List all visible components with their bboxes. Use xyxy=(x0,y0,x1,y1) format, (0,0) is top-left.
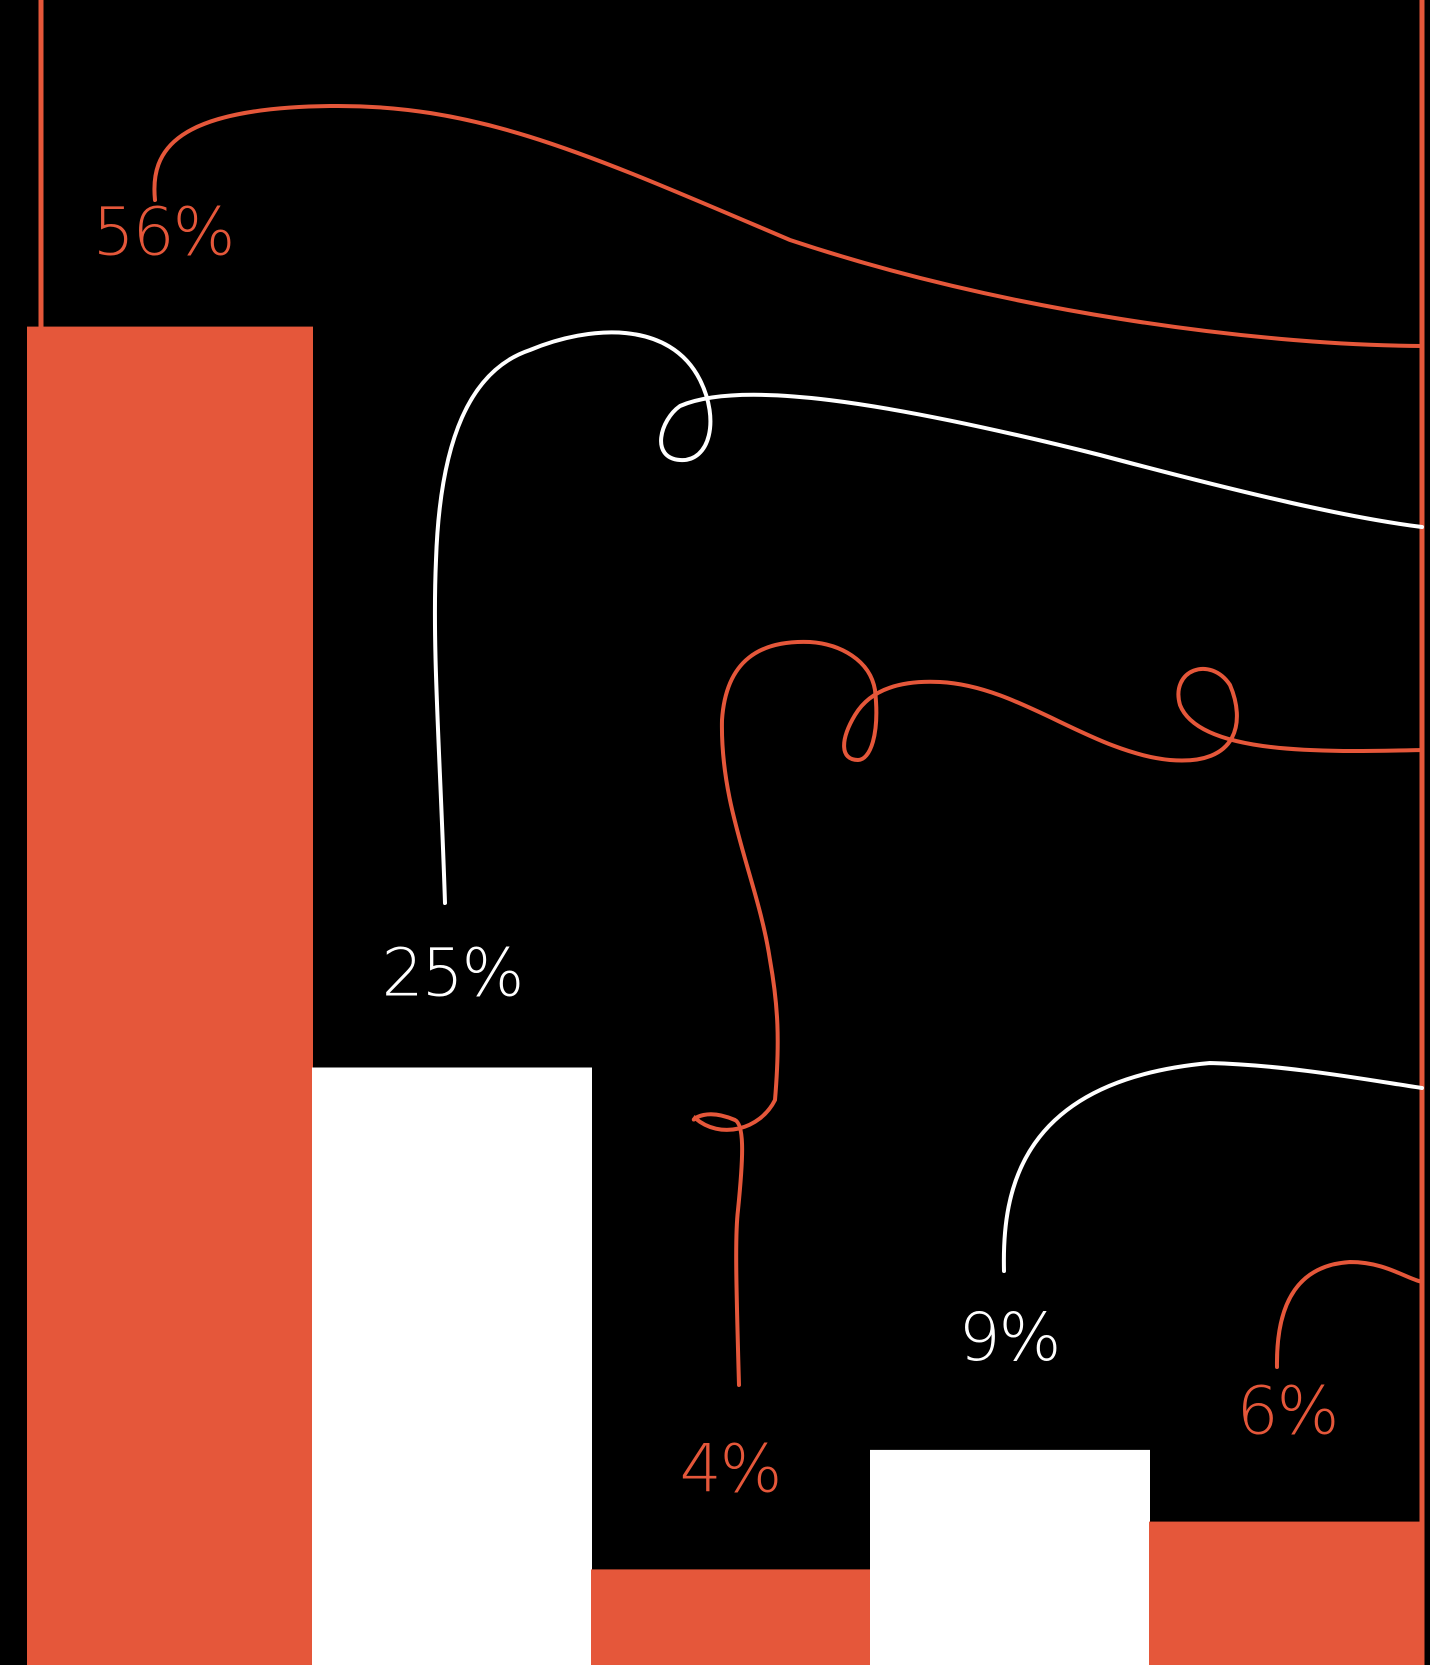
bar-value-label-3: 4% xyxy=(680,1430,781,1507)
bar-1 xyxy=(27,326,313,1665)
connector-string-3 xyxy=(691,639,1424,1387)
bar-4 xyxy=(870,1449,1150,1665)
bars-layer xyxy=(27,326,1420,1665)
connector-string-2 xyxy=(432,330,1424,905)
bar-value-label-2: 25% xyxy=(382,935,523,1012)
bar-3 xyxy=(591,1569,871,1665)
bar-2 xyxy=(312,1067,592,1665)
bar-5 xyxy=(1149,1521,1420,1665)
connector-string-5 xyxy=(1274,1259,1424,1369)
connector-string-1 xyxy=(152,103,1424,348)
bar-value-label-4: 9% xyxy=(959,1299,1060,1376)
labels-layer: 56% 25% 4% 9% 6% xyxy=(93,194,1340,1508)
connector-string-4 xyxy=(1001,1060,1424,1273)
connector-strings xyxy=(152,103,1424,1387)
bar-value-label-1: 56% xyxy=(93,194,234,271)
bar-value-label-5: 6% xyxy=(1237,1373,1338,1450)
